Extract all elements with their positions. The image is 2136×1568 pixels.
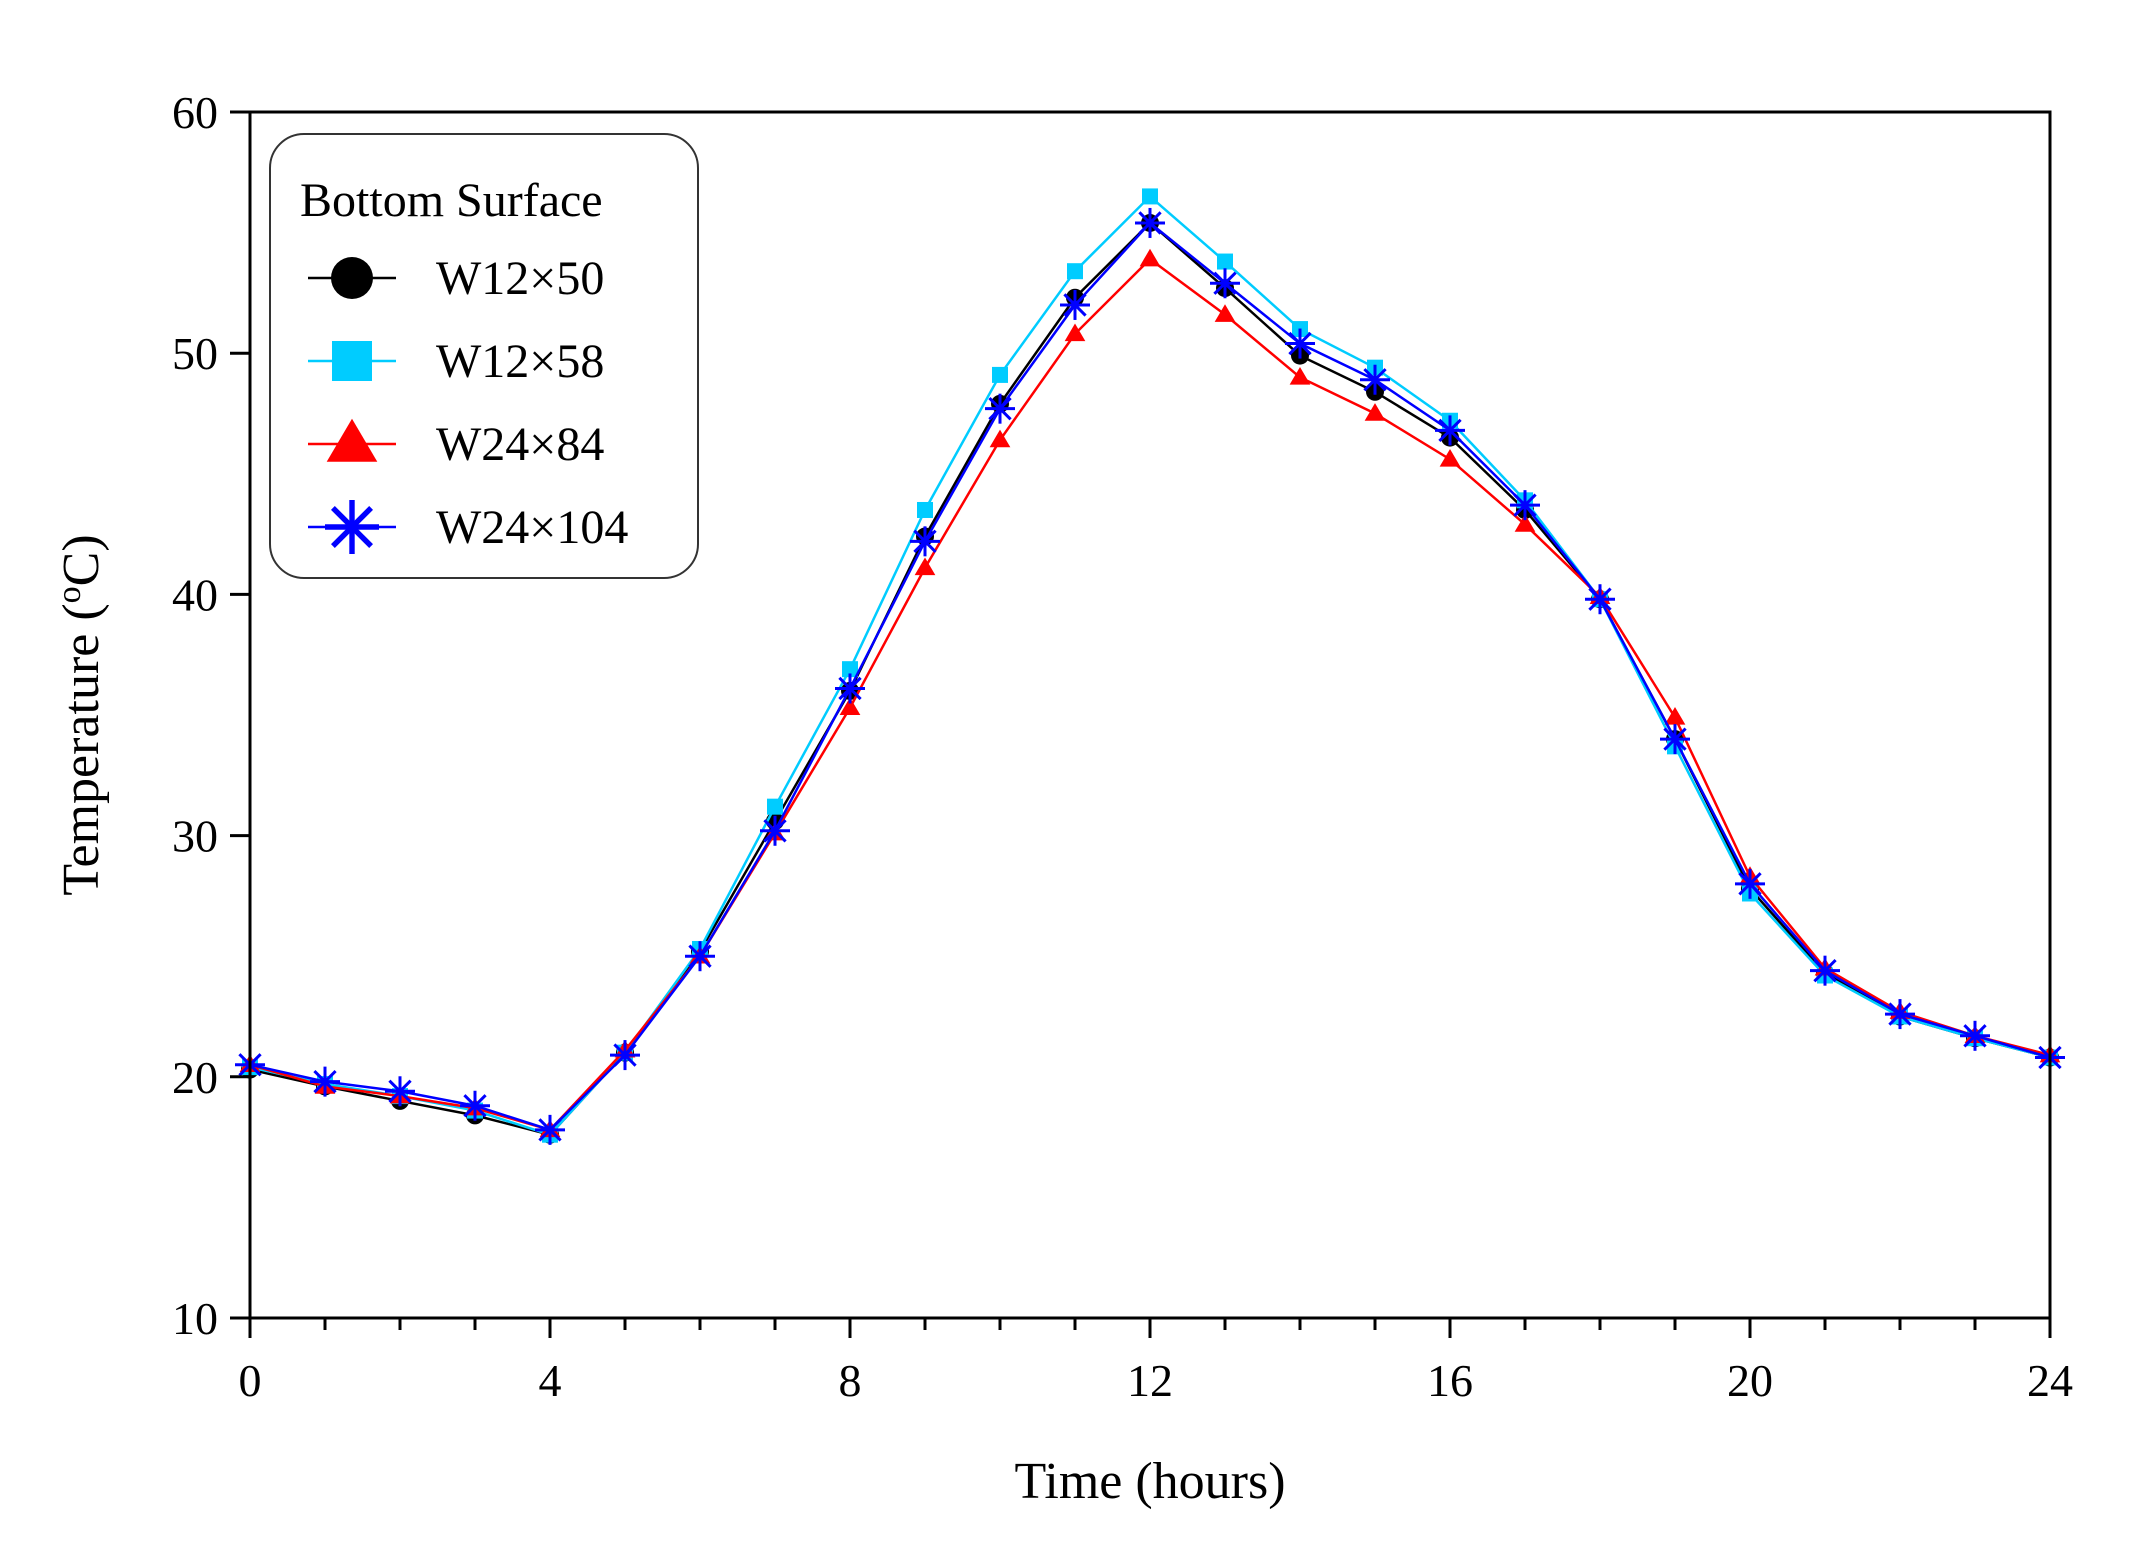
data-point: [1885, 999, 1915, 1030]
data-point: [685, 941, 715, 972]
data-point: [842, 661, 858, 678]
data-point: [1060, 289, 1090, 320]
data-point: [385, 1076, 415, 1107]
legend-item: W12×58: [308, 335, 604, 388]
x-axis-title: Time (hours): [1014, 1453, 1285, 1510]
data-point: [1139, 248, 1161, 267]
data-point: [992, 366, 1008, 383]
data-point: [985, 393, 1015, 424]
data-point: [1135, 207, 1165, 238]
legend-box: [269, 133, 699, 579]
legend-marker: [332, 341, 372, 381]
x-tick-label: 16: [1427, 1355, 1473, 1406]
data-point: [1435, 415, 1465, 446]
data-point: [910, 526, 940, 557]
legend-label: W12×58: [436, 335, 604, 388]
data-point: [839, 697, 861, 716]
y-tick-label: 60: [172, 87, 218, 138]
legend-label: W24×104: [436, 501, 628, 554]
y-axis-title-superscript: o: [51, 586, 88, 603]
legend-label: W24×84: [436, 418, 604, 471]
legend-items: W12×50 W12×58 W24×84 W24×104: [308, 252, 628, 554]
x-tick-label: 4: [539, 1355, 562, 1406]
data-point: [1960, 1020, 1990, 1051]
y-axis: 10 20 30 40 50 60: [172, 87, 250, 1344]
data-point: [1210, 268, 1240, 299]
legend: Bottom Surface W12×50 W12×58 W24×84 W24×104: [269, 133, 699, 579]
data-point: [1364, 403, 1386, 421]
data-point: [1439, 448, 1461, 467]
legend-item: W24×84: [308, 418, 604, 471]
data-point: [1285, 328, 1315, 359]
legend-marker: [325, 500, 379, 554]
data-point: [1660, 724, 1690, 755]
x-tick-label: 20: [1727, 1355, 1773, 1406]
data-point: [1217, 253, 1233, 270]
data-point: [1142, 188, 1158, 205]
y-tick-label: 10: [172, 1293, 218, 1344]
data-point: [310, 1066, 340, 1097]
x-tick-label: 24: [2027, 1355, 2073, 1406]
x-tick-label: 0: [239, 1355, 262, 1406]
data-point: [1810, 955, 1840, 986]
legend-item: W12×50: [308, 252, 604, 305]
data-point: [1514, 514, 1536, 532]
data-point: [535, 1114, 565, 1145]
y-tick-label: 40: [172, 569, 218, 620]
data-point: [1664, 707, 1686, 725]
series-layer: [235, 188, 2065, 1145]
x-axis: 0 4 8 12 16 20 24: [239, 1318, 2073, 1406]
legend-item: W24×104: [308, 500, 628, 554]
y-axis-title-main: Temperature (: [53, 603, 110, 895]
y-tick-label: 20: [172, 1052, 218, 1103]
y-tick-label: 50: [172, 328, 218, 379]
data-point: [1214, 304, 1236, 322]
legend-title: Bottom Surface: [300, 174, 603, 227]
x-tick-label: 8: [839, 1355, 862, 1406]
y-axis-title-unit: C): [53, 534, 110, 586]
data-point: [1585, 584, 1615, 615]
data-point: [1360, 364, 1390, 395]
data-point: [1510, 490, 1540, 521]
data-point: [835, 673, 865, 704]
data-point: [610, 1040, 640, 1071]
data-point: [460, 1090, 490, 1121]
legend-marker: [326, 418, 378, 462]
legend-label: W12×50: [436, 252, 604, 305]
data-point: [917, 501, 933, 518]
data-point: [914, 557, 936, 576]
data-point: [1067, 263, 1083, 280]
x-tick-label: 12: [1127, 1355, 1173, 1406]
data-point: [989, 429, 1011, 448]
series-3: [235, 207, 2065, 1145]
data-point: [1289, 366, 1311, 385]
data-point: [767, 798, 783, 815]
legend-marker: [331, 257, 373, 299]
data-point: [760, 815, 790, 846]
y-tick-label: 30: [172, 811, 218, 862]
data-point: [1064, 323, 1086, 342]
y-axis-title: Temperature (oC): [51, 534, 110, 895]
data-point: [1735, 868, 1765, 899]
